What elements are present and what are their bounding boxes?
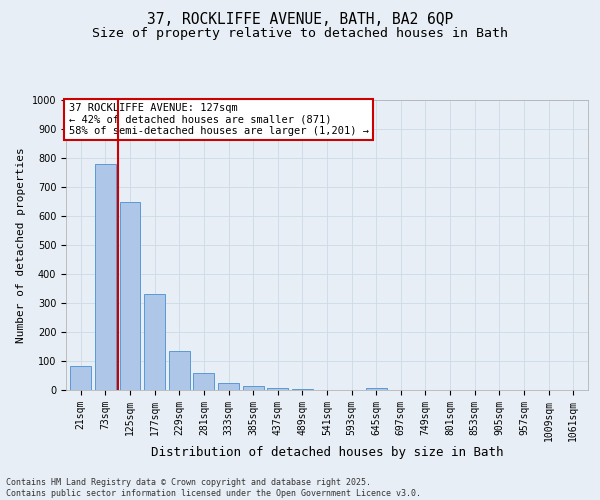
Bar	[242, 386, 263, 390]
Bar	[95, 164, 116, 390]
Y-axis label: Number of detached properties: Number of detached properties	[16, 147, 26, 343]
Bar	[169, 351, 190, 390]
Bar	[70, 366, 91, 390]
Text: Contains HM Land Registry data © Crown copyright and database right 2025.
Contai: Contains HM Land Registry data © Crown c…	[6, 478, 421, 498]
Text: 37, ROCKLIFFE AVENUE, BATH, BA2 6QP: 37, ROCKLIFFE AVENUE, BATH, BA2 6QP	[147, 12, 453, 28]
Bar	[218, 383, 239, 390]
Bar	[366, 388, 387, 390]
Bar	[144, 294, 165, 390]
X-axis label: Distribution of detached houses by size in Bath: Distribution of detached houses by size …	[151, 446, 503, 460]
Text: Size of property relative to detached houses in Bath: Size of property relative to detached ho…	[92, 28, 508, 40]
Bar	[267, 388, 288, 390]
Bar	[193, 373, 214, 390]
Bar	[292, 389, 313, 390]
Text: 37 ROCKLIFFE AVENUE: 127sqm
← 42% of detached houses are smaller (871)
58% of se: 37 ROCKLIFFE AVENUE: 127sqm ← 42% of det…	[68, 103, 368, 136]
Bar	[119, 202, 140, 390]
